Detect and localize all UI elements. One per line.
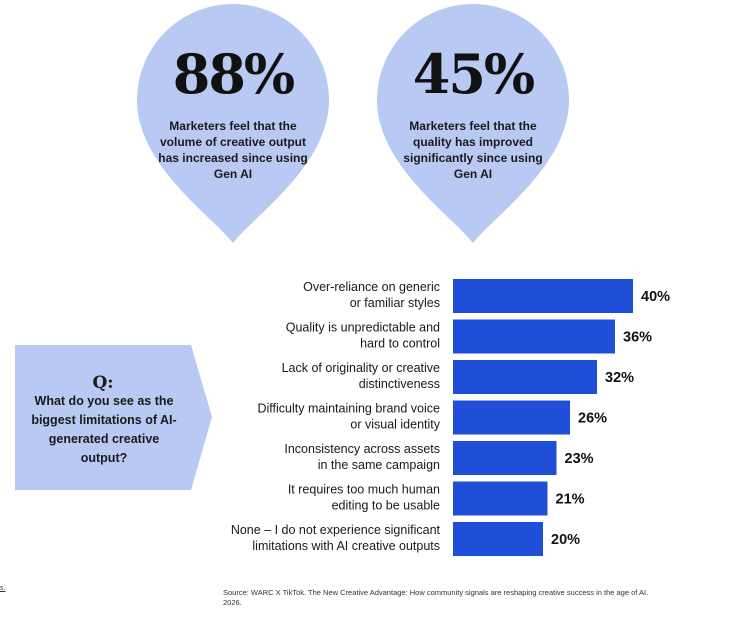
stat-caption: Marketers feel that the volume of creati… (158, 119, 308, 181)
category-label: Lack of originality or creative (282, 361, 440, 375)
category-label: editing to be usable (332, 499, 440, 513)
stat-value: 88% (172, 42, 295, 106)
stat-bubble-quality: 45% Marketers feel that the quality has … (373, 0, 593, 245)
category-label: Over-reliance on generic (303, 280, 440, 294)
question-text: What do you see as the biggest limitatio… (31, 394, 177, 465)
bubble-shape (137, 4, 329, 243)
footer-fragment: s. (0, 585, 6, 592)
category-label: distinctiveness (359, 377, 440, 391)
bar-2 (453, 319, 615, 354)
question-box: Q: What do you see as the biggest limita… (15, 345, 215, 490)
bar-value-label: 20% (551, 532, 580, 548)
bar-value-label: 36% (623, 330, 652, 346)
question-arrow-shape (15, 345, 212, 490)
category-label: Inconsistency across assets (284, 442, 440, 456)
bar-4 (453, 400, 570, 435)
bar-value-label: 40% (641, 289, 670, 305)
stat-caption: Marketers feel that the quality has impr… (403, 119, 543, 181)
category-label: in the same campaign (318, 458, 440, 472)
bar-3 (453, 360, 597, 394)
bar-value-label: 21% (556, 492, 585, 508)
bar-6 (453, 481, 548, 516)
bubble-shape (377, 4, 569, 243)
category-label: hard to control (360, 337, 440, 351)
category-label: None – I do not experience significant (231, 523, 441, 537)
category-label: limitations with AI creative outputs (252, 539, 440, 553)
category-label: It requires too much human (288, 483, 440, 497)
stat-bubble-volume: 88% Marketers feel that the volume of cr… (133, 0, 353, 245)
limitations-bar-chart: 40% Over-reliance on generic or familiar s… (231, 279, 670, 556)
bar-1 (453, 279, 633, 313)
bar-value-label: 32% (605, 370, 634, 386)
category-label: Quality is unpredictable and (286, 321, 440, 335)
source-note: Source: WARC X TikTok. The New Creative … (223, 588, 649, 607)
category-label: Difficulty maintaining brand voice (257, 402, 440, 416)
question-label: Q: (92, 373, 114, 393)
category-label: or visual identity (350, 418, 440, 432)
bar-value-label: 26% (578, 411, 607, 427)
stat-value: 45% (412, 42, 535, 106)
bar-value-label: 23% (565, 451, 594, 467)
bar-7 (453, 522, 543, 556)
category-label: or familiar styles (350, 296, 440, 310)
bar-5 (453, 441, 557, 475)
